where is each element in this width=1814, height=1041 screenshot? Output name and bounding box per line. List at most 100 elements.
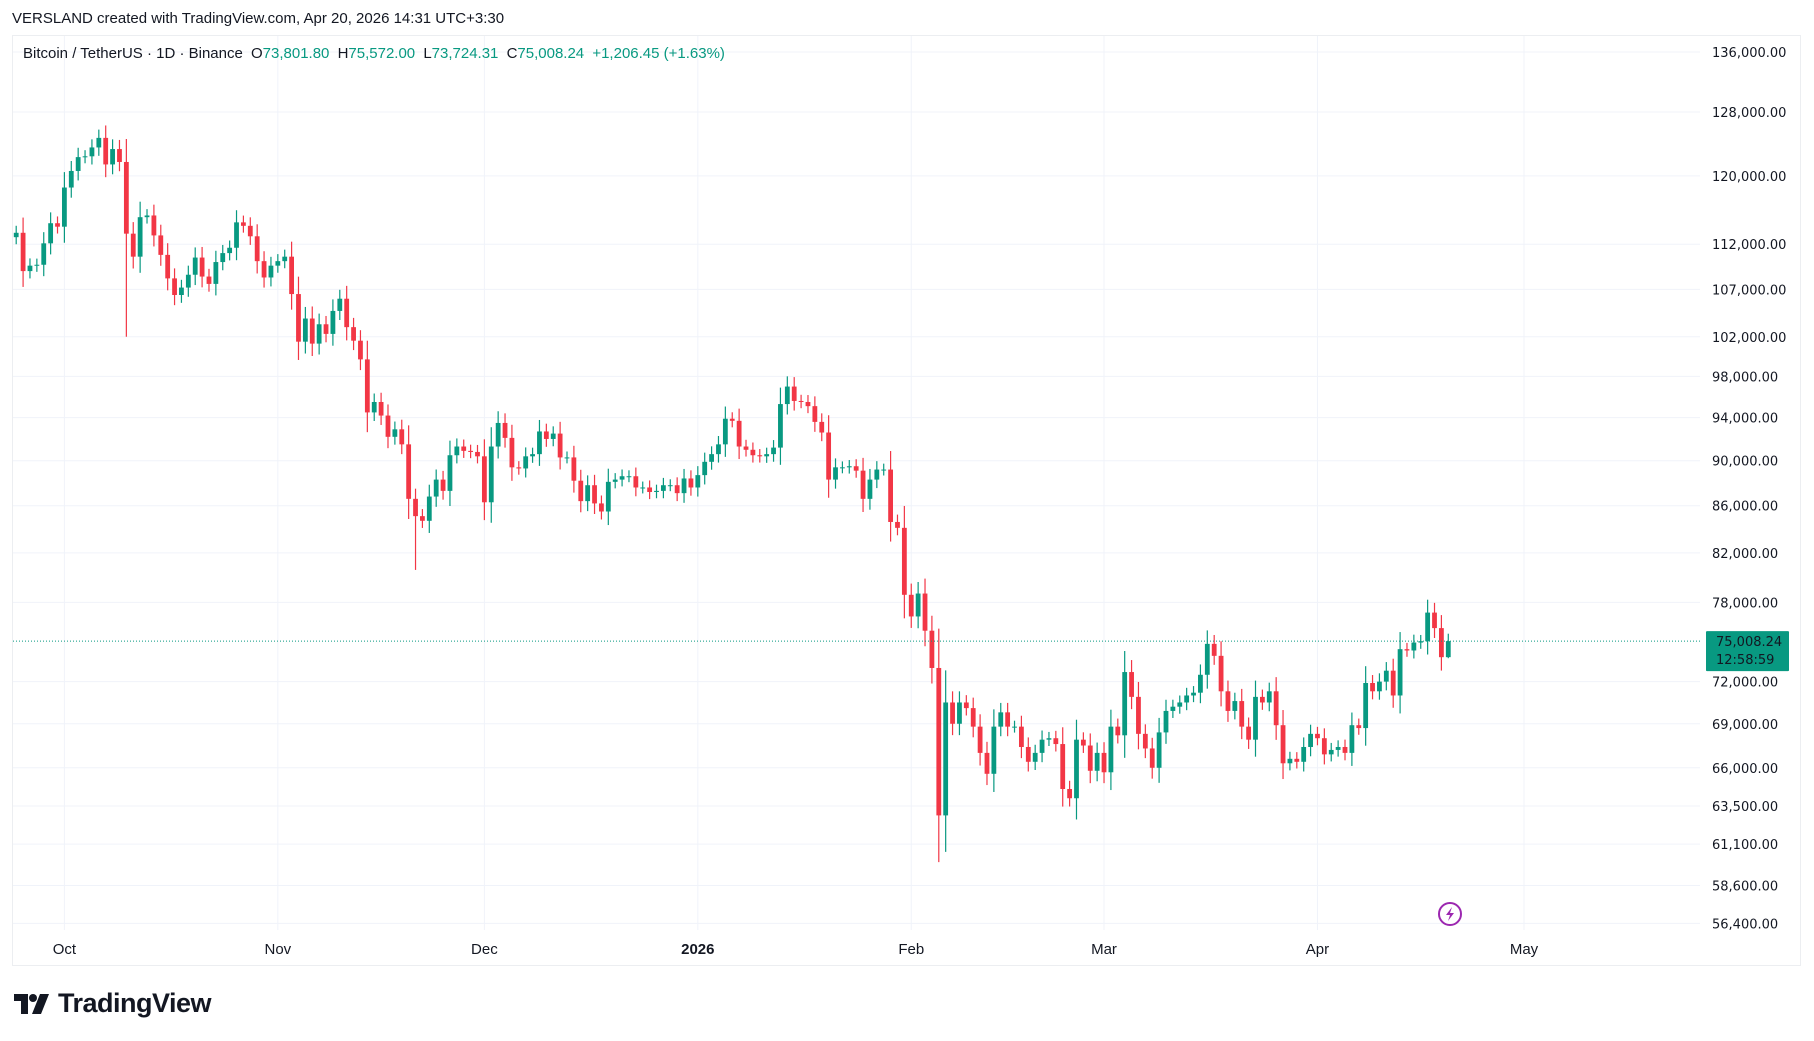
candle xyxy=(1177,695,1183,714)
candle-body xyxy=(213,262,219,284)
candle-body xyxy=(1032,752,1038,762)
candle-body xyxy=(860,470,866,499)
candle xyxy=(123,139,129,337)
candle-body xyxy=(592,485,597,504)
candle xyxy=(709,446,714,470)
price-tick-label: 61,100.00 xyxy=(1712,838,1778,853)
candle-body xyxy=(103,137,109,165)
candle xyxy=(199,246,205,288)
candle-body xyxy=(1425,612,1431,642)
price-tick-label: 107,000.00 xyxy=(1712,283,1786,298)
candle xyxy=(268,256,274,287)
candle-body xyxy=(654,490,659,493)
candle-body xyxy=(1046,738,1052,740)
candle-body xyxy=(1390,670,1396,696)
candle xyxy=(1019,715,1024,759)
candle-body xyxy=(998,712,1004,727)
candle xyxy=(165,243,171,291)
candle-body xyxy=(309,318,315,344)
candle xyxy=(302,306,308,354)
candle xyxy=(722,406,728,457)
candle xyxy=(647,480,653,500)
candle-body xyxy=(826,432,832,480)
tradingview-logo[interactable]: TradingView xyxy=(14,988,212,1019)
candle-body xyxy=(330,310,336,334)
candle-body xyxy=(68,170,74,188)
candle-body xyxy=(75,157,81,171)
candle xyxy=(103,125,109,178)
candle-body xyxy=(399,429,405,445)
candle xyxy=(27,258,33,279)
candle-body xyxy=(647,487,653,493)
candle xyxy=(1404,642,1410,657)
price-tick-label: 66,000.00 xyxy=(1712,762,1778,777)
candle xyxy=(915,582,921,629)
candle-body xyxy=(605,481,611,512)
candle-body xyxy=(61,187,67,227)
candle-body xyxy=(798,400,804,402)
tradingview-logo-icon xyxy=(14,993,49,1014)
candle xyxy=(1273,677,1279,740)
candle-body xyxy=(750,449,756,456)
candle-body xyxy=(1418,641,1424,643)
candle-body xyxy=(1232,701,1238,711)
chart-frame[interactable] xyxy=(12,35,1801,966)
candle xyxy=(110,139,115,175)
candle-body xyxy=(915,593,921,617)
candle xyxy=(213,250,219,296)
candle xyxy=(1315,726,1320,746)
candle-body xyxy=(1328,749,1334,755)
candle xyxy=(344,285,350,341)
candle-body xyxy=(447,455,453,491)
candle-body xyxy=(1067,788,1073,799)
candle-body xyxy=(20,232,26,272)
candle-body xyxy=(323,324,329,334)
low-label: L xyxy=(423,45,432,62)
candle-body xyxy=(874,469,880,480)
candle-body xyxy=(743,446,749,450)
candle xyxy=(185,265,191,297)
candle xyxy=(840,461,845,474)
candle-body xyxy=(619,476,625,480)
candle xyxy=(447,440,453,506)
candle-body xyxy=(1315,733,1320,739)
candle xyxy=(1087,733,1093,784)
candle xyxy=(626,470,632,483)
candle-body xyxy=(378,401,384,416)
price-tick-label: 82,000.00 xyxy=(1712,547,1778,562)
candle xyxy=(220,244,226,271)
candle xyxy=(660,477,666,499)
candle-body xyxy=(1156,732,1162,768)
candle xyxy=(399,419,405,455)
candle xyxy=(282,249,288,269)
candle-body xyxy=(1108,726,1114,773)
candle-body xyxy=(660,485,666,491)
candle-body xyxy=(1039,739,1045,753)
candle-body xyxy=(722,418,728,445)
candle xyxy=(1142,724,1148,759)
candle xyxy=(1046,731,1052,746)
candle xyxy=(261,251,267,288)
candle-body xyxy=(1404,649,1410,651)
candle xyxy=(371,393,377,422)
candle-body xyxy=(984,752,990,774)
lightning-icon[interactable] xyxy=(1438,902,1462,926)
candle xyxy=(667,479,673,492)
candle xyxy=(764,447,770,463)
candle xyxy=(957,691,962,736)
candle-body xyxy=(1149,748,1155,768)
open-label: O xyxy=(251,45,263,62)
candle-body xyxy=(578,480,584,502)
candle-body xyxy=(840,467,845,469)
candle xyxy=(1080,732,1086,753)
candle-body xyxy=(110,149,115,165)
candle xyxy=(68,160,74,198)
price-tick-label: 86,000.00 xyxy=(1712,500,1778,515)
candle-body xyxy=(537,431,542,455)
candle xyxy=(571,445,577,493)
candle xyxy=(791,377,797,411)
candle xyxy=(688,470,694,496)
candle-body xyxy=(1170,706,1176,711)
symbol-title[interactable]: Bitcoin / TetherUS · 1D · Binance xyxy=(23,45,243,62)
